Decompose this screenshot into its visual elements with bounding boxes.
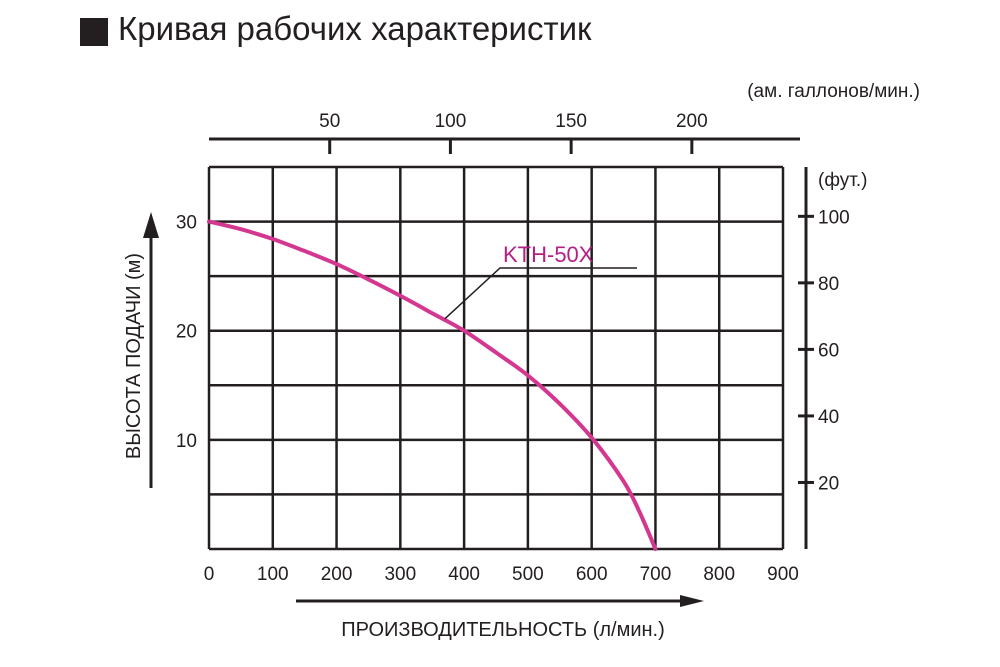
x-tick-label: 200 [321,564,353,585]
y-tick-label: 30 [176,213,197,234]
x-axis-arrowhead-icon [680,595,704,607]
y-axis-title: ВЫСОТА ПОДАЧИ (м) [123,253,145,459]
series-leader-line [444,267,637,320]
x-tick-label: 0 [204,564,215,585]
x-tick-label: 500 [512,564,544,585]
right-tick-label: 80 [818,274,839,295]
series-label: KTH-50X [503,242,594,267]
x-tick-label: 900 [767,564,799,585]
x-axis-title: ПРОИЗВОДИТЕЛЬНОСТЬ (л/мин.) [341,619,665,641]
x-tick-label: 700 [640,564,672,585]
top-tick-label: 200 [676,111,708,132]
y-tick-label: 10 [176,431,197,452]
top-tick-label: 150 [555,111,587,132]
right-tick-label: 40 [818,407,839,428]
top-axis-title: (ам. галлонов/мин.) [747,81,920,102]
top-tick-label: 100 [435,111,467,132]
curves [207,219,658,551]
grid [207,165,785,551]
top-tick-label: 50 [319,111,340,132]
y-axis-arrowhead-icon [143,212,159,238]
axes [143,137,814,607]
right-tick-label: 100 [818,207,850,228]
right-tick-label: 60 [818,340,839,361]
right-axis-title: (фут.) [818,170,867,191]
x-tick-label: 800 [703,564,735,585]
title-bullet-icon [80,18,108,46]
page-title: Кривая рабочих характеристик [118,10,592,47]
right-tick-label: 20 [818,473,839,494]
y-tick-label: 20 [176,322,197,343]
labels: 0 100 200 300 400 500 600 700 800 900 10 20 30 50 100 1… [123,81,920,641]
x-tick-label: 400 [448,564,480,585]
series-line [207,219,658,551]
x-tick-label: 100 [257,564,289,585]
x-tick-label: 600 [576,564,608,585]
x-tick-label: 300 [384,564,416,585]
